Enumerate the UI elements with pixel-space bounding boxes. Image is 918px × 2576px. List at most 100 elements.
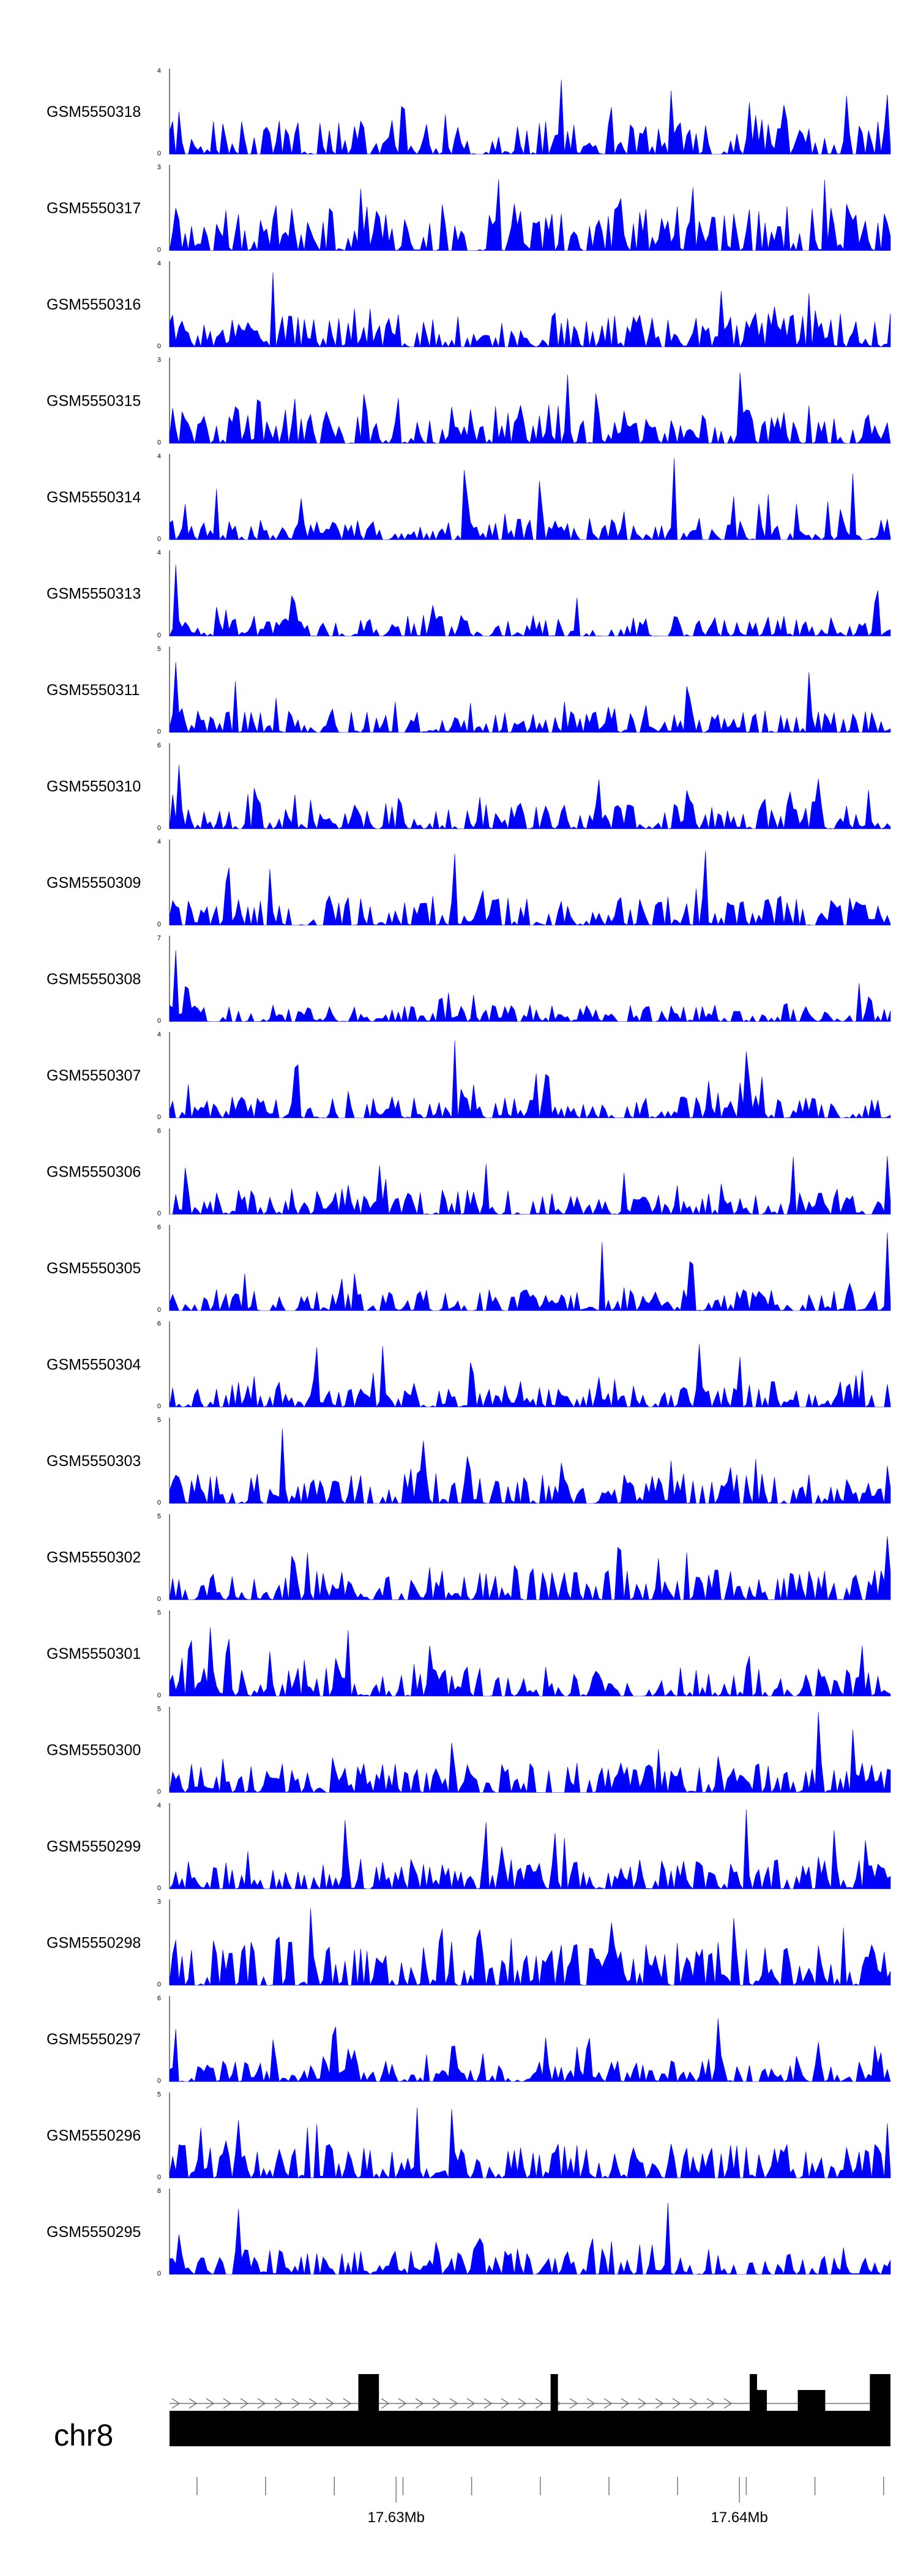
coverage-area [169, 1908, 891, 1986]
y-tick-zero: 0 [157, 1885, 161, 1892]
strand-arrow [432, 2398, 441, 2409]
strand-arrow [586, 2398, 595, 2409]
strand-arrow [621, 2398, 630, 2409]
track-GSM5550302: GSM5550302 5 0 [47, 1513, 891, 1603]
y-tick-max: 5 [157, 1513, 161, 1521]
y-tick-zero: 0 [157, 1306, 161, 1314]
strand-arrow [274, 2398, 283, 2409]
y-tick-max: 7 [157, 935, 161, 942]
track-GSM5550310: GSM5550310 6 0 [47, 742, 891, 832]
track-label: GSM5550314 [47, 489, 141, 506]
track-label: GSM5550300 [47, 1742, 141, 1759]
strand-arrow [206, 2398, 215, 2409]
track-GSM5550304: GSM5550304 6 0 [47, 1320, 891, 1410]
chromosome-ideogram-bar [170, 2411, 890, 2446]
track-label: GSM5550306 [47, 1164, 141, 1181]
track-label: GSM5550302 [47, 1549, 141, 1566]
track-GSM5550308: GSM5550308 7 0 [47, 935, 891, 1025]
coverage-area [169, 272, 891, 348]
y-tick-max: 4 [157, 1802, 161, 1809]
track-label: GSM5550308 [47, 971, 141, 988]
track-label: GSM5550313 [47, 586, 141, 603]
coverage-area [169, 851, 891, 926]
strand-arrow [415, 2398, 424, 2409]
track-label: GSM5550309 [47, 874, 141, 892]
strand-arrow [483, 2398, 493, 2409]
coverage-area [169, 1711, 891, 1793]
track-GSM5550315: GSM5550315 3 0 [47, 357, 891, 447]
y-tick-max: 8 [157, 2187, 161, 2195]
y-tick-max: 4 [157, 549, 161, 557]
strand-arrow [638, 2398, 647, 2409]
strand-arrow [449, 2398, 458, 2409]
track-GSM5550301: GSM5550301 5 0 [47, 1609, 891, 1699]
strand-arrow [257, 2398, 266, 2409]
track-GSM5550295: GSM5550295 8 0 [47, 2187, 891, 2277]
track-label: GSM5550307 [47, 1067, 141, 1084]
coverage-area [169, 1428, 891, 1505]
coverage-area [169, 80, 891, 155]
coverage-area [169, 1627, 891, 1697]
y-tick-zero: 0 [157, 343, 161, 350]
strand-arrow [223, 2398, 232, 2409]
track-GSM5550313: GSM5550313 4 0 [47, 549, 891, 639]
coverage-area [169, 1040, 891, 1119]
coverage-area [169, 372, 891, 444]
strand-arrow [171, 2398, 181, 2409]
strand-arrow [188, 2398, 198, 2409]
track-label: GSM5550301 [47, 1645, 141, 1662]
track-GSM5550309: GSM5550309 4 0 [47, 838, 891, 928]
coverage-area [169, 2018, 891, 2082]
track-GSM5550296: GSM5550296 5 0 [47, 2091, 891, 2181]
coverage-area [169, 458, 891, 541]
track-label: GSM5550310 [47, 778, 141, 795]
y-tick-zero: 0 [157, 439, 161, 447]
track-GSM5550297: GSM5550297 6 0 [47, 1995, 891, 2085]
y-tick-max: 4 [157, 453, 161, 460]
track-GSM5550316: GSM5550316 4 0 [47, 260, 891, 350]
y-tick-max: 3 [157, 164, 161, 171]
y-tick-zero: 0 [157, 2174, 161, 2181]
strand-arrow [466, 2398, 476, 2409]
y-tick-max: 6 [157, 1128, 161, 1135]
track-GSM5550306: GSM5550306 6 0 [47, 1128, 891, 1218]
coverage-area [169, 2107, 891, 2179]
y-tick-zero: 0 [157, 1210, 161, 1218]
track-GSM5550305: GSM5550305 6 0 [47, 1224, 891, 1314]
track-label: GSM5550317 [47, 200, 141, 217]
strand-arrow [689, 2398, 698, 2409]
y-tick-zero: 0 [157, 247, 161, 254]
y-tick-max: 3 [157, 1899, 161, 1906]
track-GSM5550303: GSM5550303 5 0 [47, 1416, 891, 1506]
strand-arrow [240, 2398, 249, 2409]
y-tick-zero: 0 [157, 2077, 161, 2085]
y-tick-max: 4 [157, 260, 161, 267]
strand-arrow [398, 2398, 407, 2409]
y-tick-zero: 0 [157, 1789, 161, 1796]
track-GSM5550314: GSM5550314 4 0 [47, 453, 891, 543]
track-label: GSM5550305 [47, 1260, 141, 1277]
track-label: GSM5550295 [47, 2224, 141, 2241]
coverage-area [169, 2203, 891, 2275]
axis-tick-label: 17.64Mb [711, 2509, 767, 2526]
chromosome-label: chr8 [54, 2418, 113, 2452]
coverage-area [169, 1232, 891, 1312]
strand-arrow [535, 2398, 544, 2409]
coverage-area [169, 1344, 891, 1408]
coverage-area [169, 950, 891, 1022]
strand-arrow [381, 2398, 390, 2409]
strand-arrow [518, 2398, 527, 2409]
y-tick-max: 6 [157, 1320, 161, 1328]
strand-arrow [326, 2398, 335, 2409]
strand-arrow [501, 2398, 510, 2409]
strand-arrow [603, 2398, 613, 2409]
strand-arrow [569, 2398, 578, 2409]
y-tick-max: 5 [157, 2091, 161, 2099]
track-GSM5550317: GSM5550317 3 0 [47, 164, 891, 254]
strand-arrow [655, 2398, 664, 2409]
coverage-area [169, 1536, 891, 1601]
strand-arrow [706, 2398, 715, 2409]
coverage-area [169, 765, 891, 830]
coverage-area [169, 1809, 891, 1890]
